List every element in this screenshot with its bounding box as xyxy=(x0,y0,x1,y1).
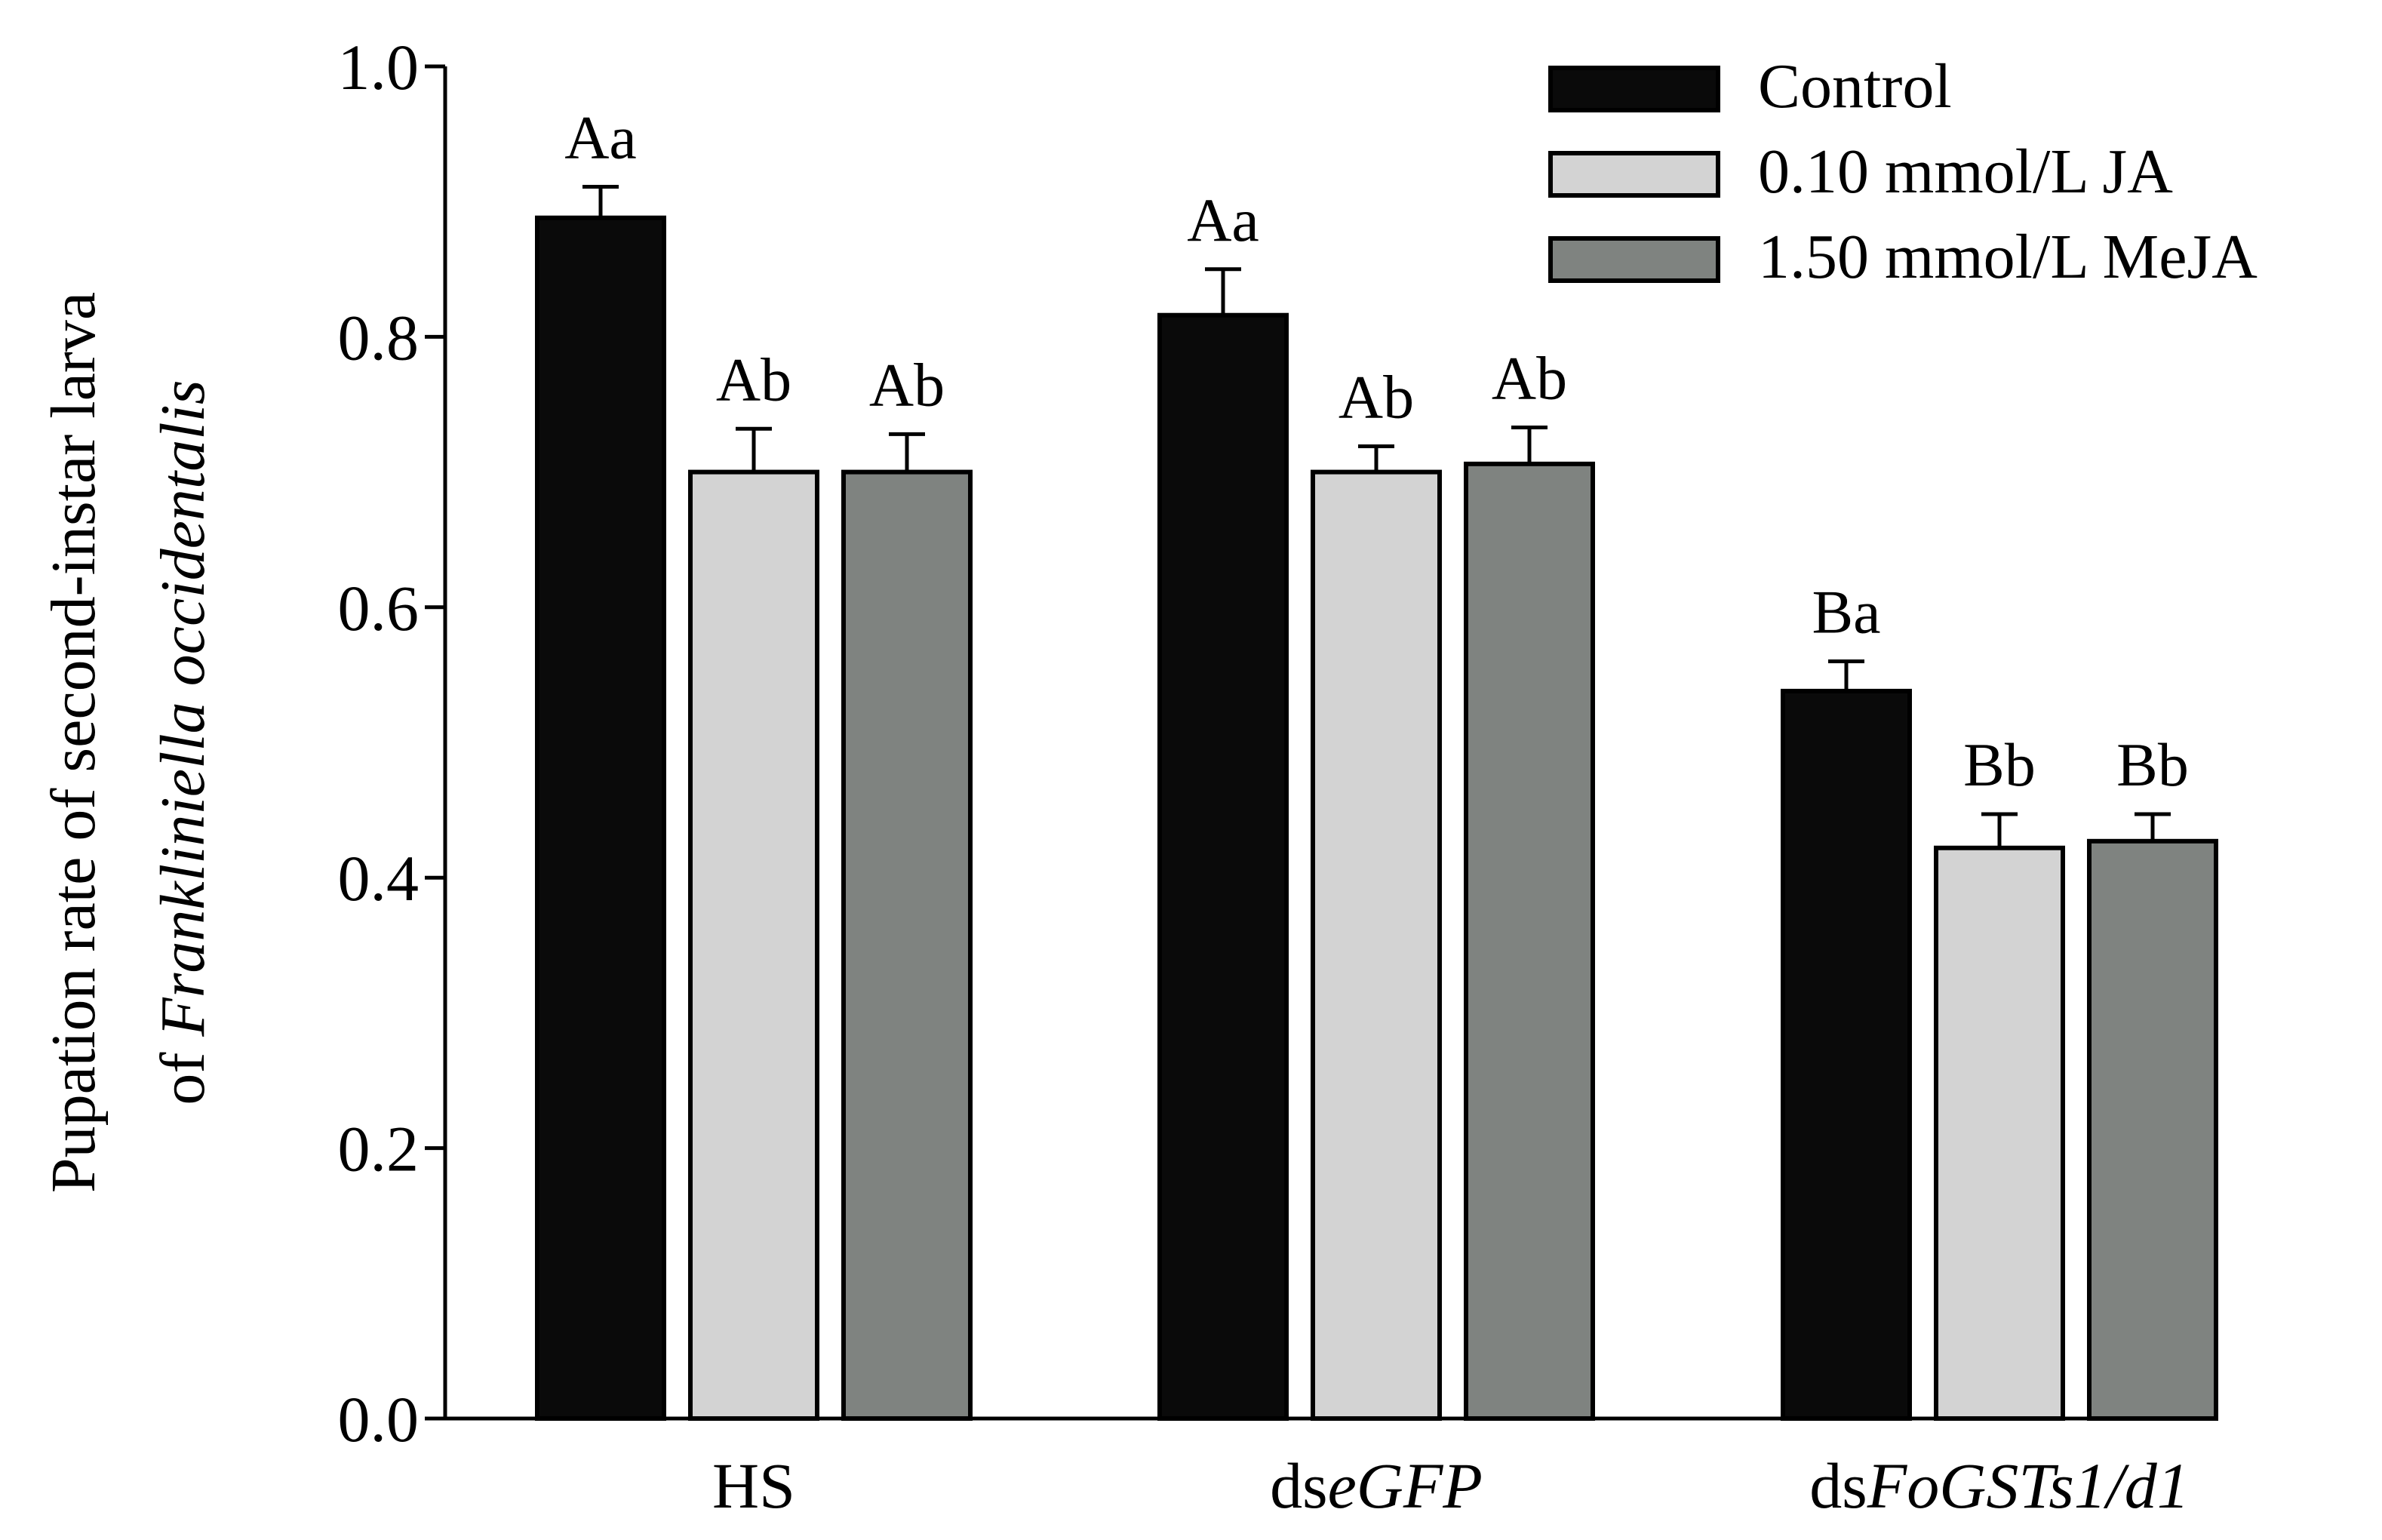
y-axis-title-italic: Frankliniella occidentalis xyxy=(148,380,218,1037)
bar-control-0 xyxy=(535,215,666,1422)
significance-label: Ab xyxy=(869,350,945,419)
category-labels: HS dseGFP dsFoGSTs1/d1 xyxy=(712,1449,2190,1522)
category-label-italic: FoGSTs1/d1 xyxy=(1867,1449,2190,1522)
y-axis-title-line2: of Frankliniella occidentalis xyxy=(148,380,218,1105)
significance-label: Ab xyxy=(1492,343,1567,412)
category-label: dseGFP xyxy=(1270,1449,1483,1522)
significance-label: Bb xyxy=(2116,730,2189,799)
significance-label: Ab xyxy=(716,345,791,413)
legend-swatch xyxy=(1548,236,1720,283)
bar-0-10-mmol-l-ja-1 xyxy=(1311,469,1442,1421)
legend-label: Control xyxy=(1758,51,1952,121)
y-tick-label: 1.0 xyxy=(338,31,420,103)
significance-label: Aa xyxy=(1187,186,1259,254)
bar-0-10-mmol-l-ja-2 xyxy=(1934,845,2065,1421)
legend-label: 1.50 mmol/L MeJA xyxy=(1758,222,2258,292)
significance-label: Bb xyxy=(1963,730,2036,799)
error-bars xyxy=(582,184,2171,848)
legend: Control 0.10 mmol/L JA 1.50 mmol/L MeJA xyxy=(1548,51,2258,292)
y-tick-label: 0.8 xyxy=(338,301,420,373)
legend-swatch xyxy=(1548,151,1720,198)
y-tick-label: 0.4 xyxy=(338,842,420,914)
y-axis-title-line1: Pupation rate of second-instar larva xyxy=(38,292,109,1193)
bars xyxy=(535,215,2218,1422)
bar-1-50-mmol-l-meja-1 xyxy=(1464,461,1595,1421)
category-label: HS xyxy=(712,1449,795,1522)
y-ticks: 0.0 0.2 0.4 0.6 0.8 1.0 xyxy=(338,31,445,1455)
category-label-prefix: ds xyxy=(1270,1449,1327,1522)
category-label-italic: eGFP xyxy=(1328,1449,1483,1522)
category-label: dsFoGSTs1/d1 xyxy=(1809,1449,2189,1522)
bar-control-1 xyxy=(1157,312,1289,1421)
significance-label: Ba xyxy=(1812,577,1880,646)
bar-1-50-mmol-l-meja-0 xyxy=(841,469,973,1421)
significance-labels: Aa Aa Ba Ab Ab Bb Ab Ab Bb xyxy=(564,103,2189,798)
category-label-prefix: ds xyxy=(1809,1449,1867,1522)
y-tick-label: 0.6 xyxy=(338,572,420,644)
y-tick-label: 0.2 xyxy=(338,1113,420,1185)
y-tick-label: 0.0 xyxy=(338,1383,420,1455)
significance-label: Ab xyxy=(1339,363,1414,432)
significance-label: Aa xyxy=(564,103,637,171)
legend-swatch xyxy=(1548,66,1720,112)
bar-1-50-mmol-l-meja-2 xyxy=(2087,838,2218,1422)
legend-label: 0.10 mmol/L JA xyxy=(1758,137,2173,207)
bar-control-2 xyxy=(1781,688,1912,1421)
category-label-prefix: HS xyxy=(712,1449,795,1522)
y-axis-title-prefix: of xyxy=(148,1037,218,1105)
y-axis-title: Pupation rate of second-instar larva xyxy=(38,292,109,1193)
bar-0-10-mmol-l-ja-0 xyxy=(688,469,819,1421)
